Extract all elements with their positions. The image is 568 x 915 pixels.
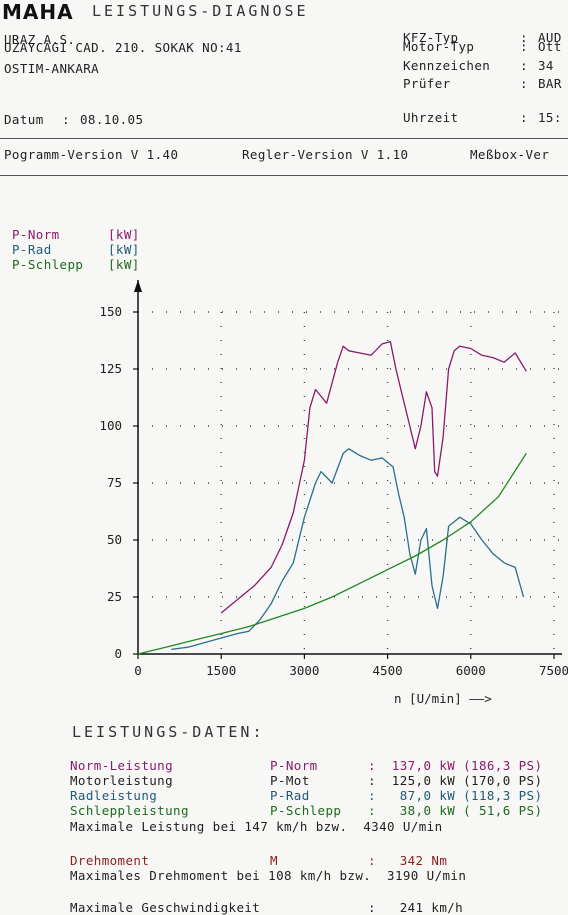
legend-unit-pnorm: [kW]: [108, 227, 140, 242]
result-symbol: P-Schlepp: [270, 803, 342, 818]
field-label: KFZ-Typ: [403, 30, 459, 45]
y-tick-label: 25: [107, 589, 122, 604]
divider: [0, 175, 568, 176]
max-power-line: Maximale Leistung bei 147 km/h bzw. 4340…: [70, 819, 443, 834]
program-version: Pogramm-Version V 1.40: [4, 147, 179, 162]
y-tick-label: 125: [99, 361, 122, 376]
y-tick-label: 0: [114, 646, 122, 661]
company-name: URAZ A.S.: [4, 32, 76, 47]
time-value: 15:: [538, 110, 562, 125]
x-tick-label: 1500: [206, 663, 236, 678]
x-tick-label: 0: [134, 663, 142, 678]
field-colon: :: [520, 110, 528, 125]
field-value: BAR: [538, 76, 562, 91]
result-value: : 38,0 kW ( 51,6 PS): [368, 803, 543, 818]
company-city: OSTIM-ANKARA: [4, 61, 100, 76]
field-colon: :: [520, 39, 528, 54]
results-section-title: LEISTUNGS-DATEN:: [72, 723, 265, 741]
legend-label-pnorm: P-Norm: [12, 227, 60, 242]
legend-unit-pschlepp: [kW]: [108, 257, 140, 272]
field-colon: :: [520, 76, 528, 91]
regler-version: Regler-Version V 1.10: [242, 147, 409, 162]
field-colon: :: [520, 30, 528, 45]
x-tick-label: 7500: [539, 663, 568, 678]
company-address: UZAYCAGI CAD. 210. SOKAK NO:41: [4, 40, 242, 55]
field-colon: :: [520, 58, 528, 73]
y-axis-arrow: [134, 280, 142, 292]
x-tick-label: 3000: [289, 663, 319, 678]
field-value: AUD: [538, 30, 562, 45]
legend-label-prad: P-Rad: [12, 242, 52, 257]
date-value: 08.10.05: [80, 112, 144, 127]
page-title: LEISTUNGS-DIAGNOSE: [92, 2, 309, 20]
y-tick-label: 150: [99, 304, 122, 319]
series-line-p-rad: [171, 448, 525, 651]
torque-symbol: M: [270, 853, 278, 868]
torque-name: Drehmoment: [70, 853, 150, 868]
result-name: Radleistung: [70, 788, 158, 803]
field-label: Motor-Typ: [403, 39, 475, 54]
divider: [0, 138, 568, 139]
y-tick-label: 50: [107, 532, 122, 547]
torque-value: : 342 Nm: [368, 853, 448, 868]
series-line-p-norm: [220, 340, 527, 614]
result-name: Motorleistung: [70, 773, 174, 788]
messbox-version: Meßbox-Ver: [470, 147, 550, 162]
field-value: Ott: [538, 39, 562, 54]
result-symbol: P-Mot: [270, 773, 310, 788]
result-value: : 137,0 kW (186,3 PS): [368, 758, 543, 773]
x-tick-label: 6000: [456, 663, 486, 678]
field-value: 34: [538, 58, 554, 73]
result-name: Schleppleistung: [70, 803, 189, 818]
time-label: Uhrzeit: [403, 110, 459, 125]
date-label: Datum: [4, 112, 44, 127]
max-speed-value: : 241 km/h: [368, 900, 464, 915]
legend-label-pschlepp: P-Schlepp: [12, 257, 84, 272]
max-torque-line: Maximales Drehmoment bei 108 km/h bzw. 3…: [70, 868, 467, 883]
result-symbol: P-Rad: [270, 788, 310, 803]
y-tick-label: 75: [107, 475, 122, 490]
result-name: Norm-Leistung: [70, 758, 174, 773]
x-axis-label: n [U/min] ——>: [394, 691, 492, 706]
result-symbol: P-Norm: [270, 758, 318, 773]
series-line-p-schlepp: [137, 453, 527, 655]
y-tick-label: 100: [99, 418, 122, 433]
x-tick-label: 4500: [373, 663, 403, 678]
field-label: Kennzeichen: [403, 58, 491, 73]
result-value: : 87,0 kW (118,3 PS): [368, 788, 543, 803]
result-value: : 125,0 kW (170,0 PS): [368, 773, 543, 788]
brand-logo: MAHA: [2, 0, 74, 24]
date-colon: :: [62, 112, 70, 127]
field-label: Prüfer: [403, 76, 451, 91]
max-speed-label: Maximale Geschwindigkeit: [70, 900, 261, 915]
legend-unit-prad: [kW]: [108, 242, 140, 257]
